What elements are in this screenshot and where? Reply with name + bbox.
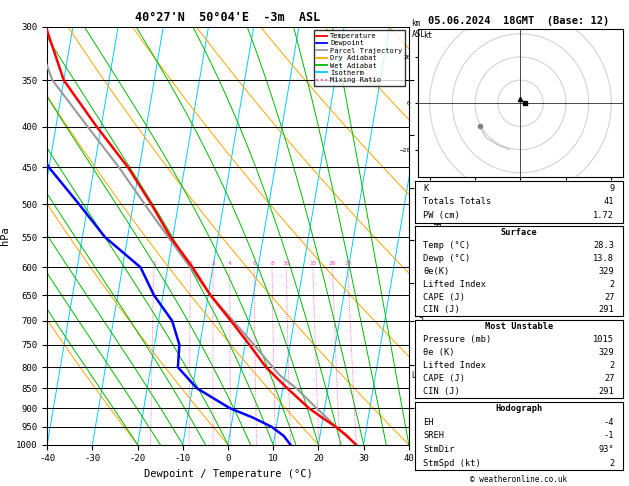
Text: 27: 27 <box>604 293 615 302</box>
Text: CIN (J): CIN (J) <box>423 306 460 314</box>
Text: 291: 291 <box>599 387 615 396</box>
Text: Pressure (mb): Pressure (mb) <box>423 335 492 344</box>
Text: 291: 291 <box>599 306 615 314</box>
Text: K: K <box>423 184 429 192</box>
Text: kt: kt <box>423 32 432 40</box>
Text: 3: 3 <box>211 261 215 266</box>
Text: Most Unstable: Most Unstable <box>485 322 553 331</box>
Text: 329: 329 <box>599 348 615 357</box>
Text: StmSpd (kt): StmSpd (kt) <box>423 459 481 468</box>
Text: 25: 25 <box>344 261 352 266</box>
Text: 2: 2 <box>609 459 615 468</box>
Text: 27: 27 <box>604 374 615 383</box>
Text: 1015: 1015 <box>593 335 615 344</box>
Text: θe(K): θe(K) <box>423 267 450 276</box>
Text: 93°: 93° <box>599 445 615 454</box>
Text: Lifted Index: Lifted Index <box>423 280 486 289</box>
Text: © weatheronline.co.uk: © weatheronline.co.uk <box>470 474 567 484</box>
Text: 05.06.2024  18GMT  (Base: 12): 05.06.2024 18GMT (Base: 12) <box>428 16 610 26</box>
Y-axis label: Mixing Ratio (g/kg): Mixing Ratio (g/kg) <box>431 185 440 287</box>
Text: Surface: Surface <box>501 228 537 237</box>
Text: -1: -1 <box>604 432 615 440</box>
Text: 13.8: 13.8 <box>593 254 615 263</box>
Text: Lifted Index: Lifted Index <box>423 361 486 370</box>
Text: 1: 1 <box>152 261 156 266</box>
Text: SREH: SREH <box>423 432 445 440</box>
Text: Dewp (°C): Dewp (°C) <box>423 254 470 263</box>
Text: LCL: LCL <box>411 371 425 381</box>
Text: 8: 8 <box>270 261 274 266</box>
Text: EH: EH <box>423 418 434 427</box>
Text: 2: 2 <box>189 261 192 266</box>
Text: 329: 329 <box>599 267 615 276</box>
Text: 15: 15 <box>309 261 316 266</box>
Text: 41: 41 <box>604 197 615 207</box>
Text: km
ASL: km ASL <box>411 19 425 39</box>
Text: 2: 2 <box>609 361 615 370</box>
Text: 28.3: 28.3 <box>593 241 615 250</box>
Text: 4: 4 <box>228 261 231 266</box>
Text: CIN (J): CIN (J) <box>423 387 460 396</box>
Text: 9: 9 <box>609 184 615 192</box>
Text: 20: 20 <box>329 261 336 266</box>
Text: CAPE (J): CAPE (J) <box>423 374 465 383</box>
X-axis label: Dewpoint / Temperature (°C): Dewpoint / Temperature (°C) <box>143 469 313 479</box>
Text: Temp (°C): Temp (°C) <box>423 241 470 250</box>
Y-axis label: hPa: hPa <box>1 226 11 245</box>
Text: PW (cm): PW (cm) <box>423 211 460 220</box>
Text: θe (K): θe (K) <box>423 348 455 357</box>
Text: Totals Totals: Totals Totals <box>423 197 492 207</box>
Text: 2: 2 <box>609 280 615 289</box>
Text: Hodograph: Hodograph <box>495 404 543 413</box>
Legend: Temperature, Dewpoint, Parcel Trajectory, Dry Adiabat, Wet Adiabat, Isotherm, Mi: Temperature, Dewpoint, Parcel Trajectory… <box>314 30 405 86</box>
Title: 40°27'N  50°04'E  -3m  ASL: 40°27'N 50°04'E -3m ASL <box>135 11 321 24</box>
Text: 6: 6 <box>252 261 256 266</box>
Text: StmDir: StmDir <box>423 445 455 454</box>
Text: -4: -4 <box>604 418 615 427</box>
Text: 1.72: 1.72 <box>593 211 615 220</box>
Text: 10: 10 <box>282 261 290 266</box>
Text: CAPE (J): CAPE (J) <box>423 293 465 302</box>
